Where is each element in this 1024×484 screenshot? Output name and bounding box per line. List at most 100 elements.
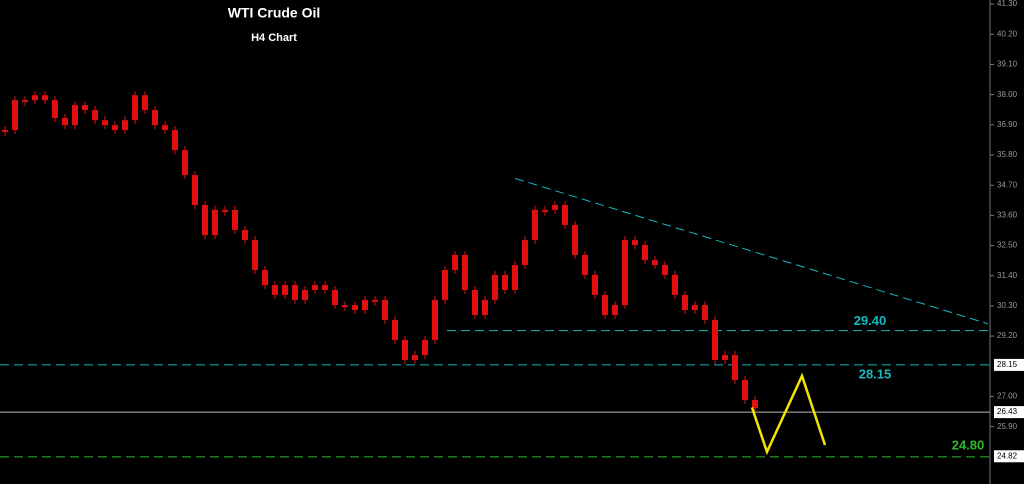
y-tick-label: 41.30 [997, 0, 1018, 8]
y-tick-label: 31.40 [997, 271, 1018, 280]
candle-body [282, 285, 288, 295]
candle-body [182, 150, 188, 176]
candle-body [402, 339, 408, 360]
candle-body [152, 110, 158, 126]
chart-subtitle: H4 Chart [251, 32, 297, 44]
candle-body [642, 245, 648, 261]
price-tag [994, 450, 1024, 463]
candle-body [2, 130, 8, 133]
candle-body [212, 209, 218, 236]
y-tick-label: 38.00 [997, 90, 1018, 99]
candle-body [312, 285, 318, 291]
candle-body [82, 105, 88, 111]
candle-body [592, 274, 598, 295]
y-tick-label: 32.50 [997, 241, 1018, 250]
y-tick-label: 39.10 [997, 60, 1018, 69]
candle-body [572, 224, 578, 255]
candle-body [722, 355, 728, 360]
candle-body [102, 120, 108, 126]
candle-body [342, 305, 348, 308]
candle-body [742, 380, 748, 401]
candle-body [32, 95, 38, 101]
candle-body [232, 209, 238, 230]
candle-body [222, 209, 228, 212]
candle-body [412, 355, 418, 360]
level-label: 29.40 [854, 313, 887, 328]
candle-body [132, 95, 138, 121]
candle-body [632, 240, 638, 246]
candle-body [612, 305, 618, 315]
candle-body [322, 285, 328, 291]
y-tick-label: 33.60 [997, 210, 1018, 219]
candle-body [362, 299, 368, 311]
candle-body [262, 269, 268, 286]
price-tag-label: 28.15 [997, 360, 1018, 369]
candle-body [672, 274, 678, 295]
candle-body [42, 95, 48, 101]
candle-body [172, 130, 178, 151]
candle-body [92, 110, 98, 121]
candle-body [142, 95, 148, 111]
candle-body [352, 305, 358, 311]
candle-body [122, 120, 128, 131]
candle-body [62, 117, 68, 126]
candle-body [562, 204, 568, 225]
price-tag-label: 26.43 [997, 407, 1018, 416]
candle-body [582, 254, 588, 275]
candle-body [732, 355, 738, 381]
candle-body [522, 240, 528, 266]
y-tick-label: 29.20 [997, 331, 1018, 340]
candle-body [542, 209, 548, 212]
candle-body [392, 319, 398, 340]
trendline [514, 177, 989, 325]
y-tick-label: 25.90 [997, 422, 1018, 431]
candle-body [162, 125, 168, 131]
candle-body [462, 254, 468, 291]
candle-body [452, 254, 458, 270]
price-tag [994, 358, 1024, 371]
candle-body [422, 339, 428, 356]
price-tag-label: 24.82 [997, 451, 1018, 460]
candle-body [72, 105, 78, 126]
candle-body [292, 285, 298, 300]
candle-body [442, 269, 448, 300]
candle-body [202, 204, 208, 236]
candle-body [602, 294, 608, 315]
projection-path [750, 372, 827, 456]
candle-body [302, 290, 308, 300]
candle-body [752, 400, 758, 408]
y-tick-label: 35.80 [997, 150, 1018, 159]
candle-body [252, 240, 258, 270]
candle-body [712, 319, 718, 360]
level-label: 24.80 [952, 437, 985, 452]
candle-body [432, 299, 438, 340]
candle-body [492, 274, 498, 300]
y-tick-label: 30.30 [997, 301, 1018, 310]
level-label: 28.15 [859, 366, 892, 381]
candle-body [12, 100, 18, 131]
y-tick-label: 40.20 [997, 29, 1018, 38]
candle-body [622, 240, 628, 306]
candle-body [472, 290, 478, 315]
candle-body [482, 299, 488, 315]
candle-body [382, 299, 388, 320]
y-tick-label: 36.90 [997, 120, 1018, 129]
candle-body [702, 305, 708, 320]
candle-body [372, 299, 378, 302]
candle-body [512, 265, 518, 291]
chart-title: WTI Crude Oil [228, 5, 321, 21]
candle-body [552, 204, 558, 210]
candle-body [52, 100, 58, 118]
candle-body [652, 260, 658, 266]
price-tag [994, 406, 1024, 419]
candle-body [332, 290, 338, 306]
candle-body [502, 274, 508, 291]
y-tick-label: 34.70 [997, 180, 1018, 189]
y-tick-label: 27.00 [997, 392, 1018, 401]
candle-body [692, 305, 698, 311]
candle-body [532, 209, 538, 241]
candle-body [682, 294, 688, 311]
